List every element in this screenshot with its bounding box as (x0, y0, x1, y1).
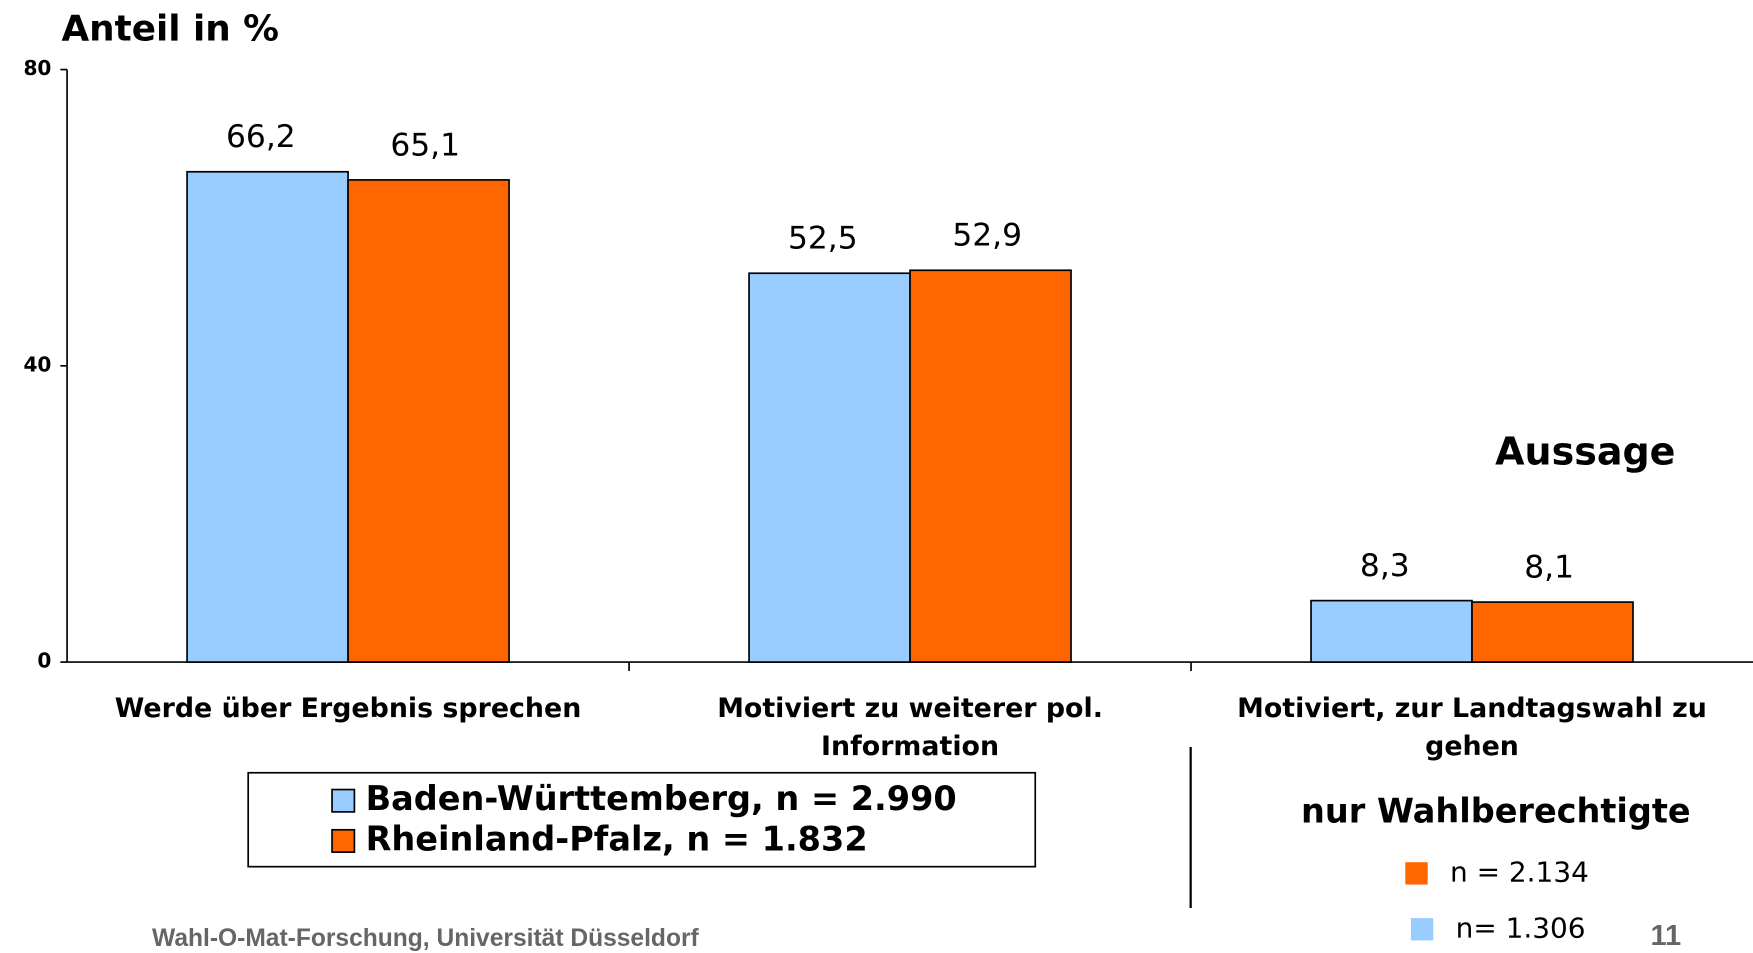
footer-source: Wahl-O-Mat-Forschung, Universität Düssel… (152, 925, 699, 952)
bar (186, 170, 349, 663)
bar (748, 272, 911, 663)
page-number: 11 (1650, 920, 1681, 952)
x-tick-label: Werde über Ergebnis sprechen (115, 693, 582, 724)
legend-box (247, 771, 1037, 868)
bar (1471, 601, 1634, 663)
y-axis-title: Anteil in % (61, 8, 278, 49)
y-tick-label: 40 (23, 352, 51, 376)
note-swatch (1405, 862, 1428, 885)
legend-swatch (331, 828, 356, 853)
bar (909, 269, 1072, 663)
value-label: 52,5 (788, 221, 858, 257)
y-tick-label: 0 (37, 649, 51, 673)
annotation: nur Wahlberechtigte (1301, 792, 1691, 831)
value-label: 52,9 (952, 218, 1022, 254)
value-label: 65,1 (390, 127, 460, 163)
bar (1310, 599, 1473, 663)
legend-label: Rheinland-Pfalz, n = 1.832 (366, 819, 868, 858)
note-label: n= 1.306 (1456, 911, 1586, 944)
value-label: 8,3 (1360, 548, 1410, 584)
bar (347, 179, 510, 663)
x-tick-label: Motiviert, zur Landtagswahl zu gehen (1237, 693, 1707, 762)
note-swatch (1410, 918, 1434, 941)
y-tick-label: 80 (23, 56, 51, 80)
legend-swatch (331, 788, 356, 813)
legend-label: Baden-Württemberg, n = 2.990 (366, 779, 957, 818)
annotation: Aussage (1495, 430, 1675, 474)
x-tick-label: Motiviert zu weiterer pol. Information (717, 693, 1103, 762)
value-label: 8,1 (1524, 550, 1574, 586)
note-label: n = 2.134 (1450, 855, 1589, 888)
value-label: 66,2 (226, 119, 296, 155)
